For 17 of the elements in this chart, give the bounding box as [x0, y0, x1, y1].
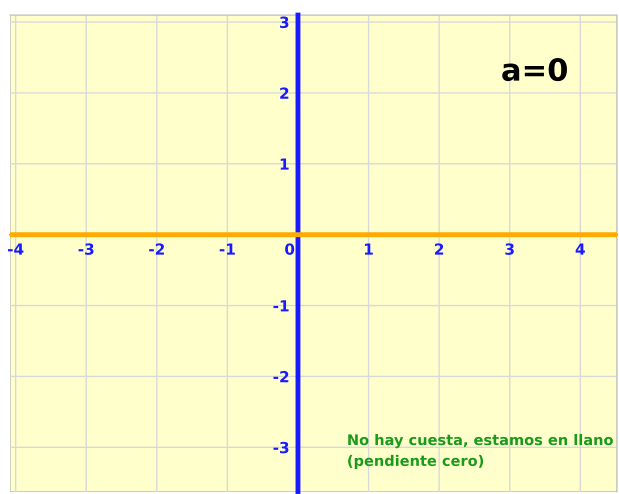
x-tick-label: -1 [220, 244, 235, 255]
x-tick-label: 0 [285, 243, 294, 255]
annotation: No hay cuesta, estamos en llano (pendiente cero) [348, 434, 613, 469]
x-tick-label: 2 [435, 243, 444, 255]
x-tick-label: -4 [8, 244, 24, 255]
y-tick-label: 2 [280, 87, 288, 99]
x-tick-label: 1 [364, 244, 373, 255]
y-tick-label: -1 [273, 300, 289, 312]
y-tick-label: -3 [273, 442, 288, 454]
x-tick-label: 3 [505, 243, 514, 255]
x-tick-label: -2 [149, 243, 164, 255]
x-tick-label: -3 [78, 243, 94, 255]
x-tick-label: 4 [576, 244, 585, 255]
y-tick-label: 3 [280, 16, 288, 28]
y-tick-label: -2 [273, 370, 288, 382]
annotation: a=0 [502, 58, 567, 82]
y-tick-label: 1 [280, 158, 289, 170]
